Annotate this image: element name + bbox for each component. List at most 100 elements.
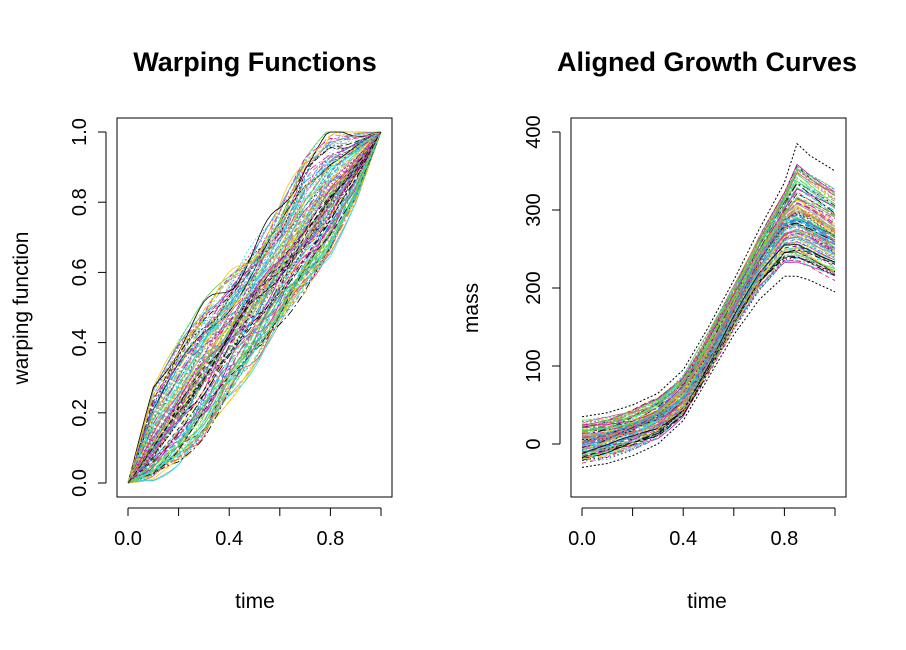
warping-curve <box>127 131 382 484</box>
growth-curve <box>581 196 836 431</box>
warping-curve <box>127 131 382 484</box>
growth-curve <box>581 170 836 430</box>
growth-curve <box>581 243 836 454</box>
warping-xlabel: time <box>235 590 275 613</box>
growth-x-axis: 0.0 0.4 0.8 <box>568 507 836 550</box>
warping-curve <box>127 131 382 484</box>
warping-panel: Warping Functions 0.0 0.4 0.8 0.0 0.2 0.4 0.6… <box>10 47 393 613</box>
growth-curve <box>581 220 836 446</box>
warping-curve <box>127 131 382 484</box>
growth-curve <box>581 238 836 456</box>
growth-curve <box>582 166 836 423</box>
growth-curve <box>581 224 836 447</box>
warping-curve <box>127 131 382 484</box>
warping-curve <box>127 131 382 484</box>
growth-curve <box>581 199 836 435</box>
warping-curve <box>127 131 382 484</box>
warping-curve <box>127 131 382 484</box>
growth-plot-box <box>570 117 847 498</box>
growth-curve <box>581 260 836 463</box>
warping-curve <box>127 131 382 484</box>
warping-curve <box>127 131 382 484</box>
warping-curve <box>127 131 382 484</box>
warping-curve <box>127 131 382 484</box>
warping-curve <box>127 131 382 484</box>
growth-ylabel: mass <box>460 283 483 333</box>
warping-curve <box>127 131 382 484</box>
warping-curve <box>127 131 382 484</box>
growth-curve <box>581 244 836 457</box>
warping-y-tick-label: 1.0 <box>69 118 91 146</box>
growth-y-tick-label: 400 <box>523 115 545 148</box>
warping-plot-box <box>116 117 393 498</box>
warping-curve <box>127 131 382 484</box>
growth-panel: Aligned Growth Curves 0.0 0.4 0.8 0 100 200 3… <box>460 47 857 613</box>
warping-x-tick-label: 0.0 <box>114 528 142 550</box>
warping-curve <box>127 131 382 484</box>
growth-curve <box>581 215 836 441</box>
growth-y-tick-label: 0 <box>523 438 545 449</box>
growth-curve <box>581 259 836 464</box>
growth-curve <box>582 177 836 431</box>
growth-curve <box>581 222 836 448</box>
warping-curve <box>127 131 382 484</box>
growth-curve <box>581 171 836 424</box>
warping-curve <box>127 131 382 484</box>
warping-curve <box>127 131 382 484</box>
growth-curve <box>581 224 836 442</box>
growth-curve <box>581 255 836 461</box>
growth-curve <box>581 249 836 454</box>
growth-curve <box>581 172 836 432</box>
growth-curve <box>581 198 836 435</box>
warping-x-axis: 0.0 0.4 0.8 <box>114 507 382 550</box>
warping-curve <box>127 131 382 484</box>
growth-curve <box>581 167 836 427</box>
growth-y-tick-label: 100 <box>523 349 545 382</box>
growth-curve <box>581 191 836 434</box>
warping-curve <box>127 131 382 484</box>
warping-curve <box>127 131 382 484</box>
growth-y-tick-label: 200 <box>523 271 545 304</box>
growth-x-tick-label: 0.4 <box>669 528 697 550</box>
growth-curve <box>581 170 836 429</box>
growth-title: Aligned Growth Curves <box>557 47 857 77</box>
growth-curve <box>581 183 836 433</box>
growth-envelope-lower <box>581 275 836 468</box>
growth-curve <box>581 183 836 435</box>
growth-envelope-upper <box>581 142 836 418</box>
growth-curve <box>581 208 836 440</box>
warping-y-axis: 0.0 0.2 0.4 0.6 0.8 1.0 <box>69 118 107 497</box>
growth-curve <box>581 224 836 447</box>
warping-curve <box>127 131 382 484</box>
warping-curve <box>127 131 382 484</box>
warping-y-tick-label: 0.4 <box>69 329 91 357</box>
growth-curve <box>581 187 836 435</box>
warping-curve <box>127 131 382 484</box>
growth-curve <box>581 182 836 428</box>
growth-curve <box>581 218 836 441</box>
growth-curve <box>581 217 836 439</box>
warping-ylabel: warping function <box>10 232 33 386</box>
warping-curve <box>127 131 382 484</box>
warping-curve <box>127 131 382 484</box>
warping-curve <box>127 131 382 484</box>
growth-curve <box>581 225 836 446</box>
growth-xlabel: time <box>687 590 727 613</box>
warping-curve <box>127 131 382 484</box>
warping-curve <box>127 131 382 484</box>
growth-curve <box>581 206 836 443</box>
warping-curve <box>127 131 382 484</box>
warping-curve <box>127 131 382 484</box>
warping-curve <box>127 131 382 484</box>
growth-curve <box>581 208 836 438</box>
growth-curve <box>581 231 836 452</box>
warping-curve <box>127 131 382 484</box>
warping-curve <box>127 131 382 484</box>
growth-curve <box>581 212 836 438</box>
warping-curve <box>127 131 382 484</box>
warping-y-tick-label: 0.2 <box>69 399 91 427</box>
growth-curve <box>581 223 836 443</box>
warping-y-tick-label: 0.0 <box>69 469 91 497</box>
warping-curve <box>127 131 382 484</box>
